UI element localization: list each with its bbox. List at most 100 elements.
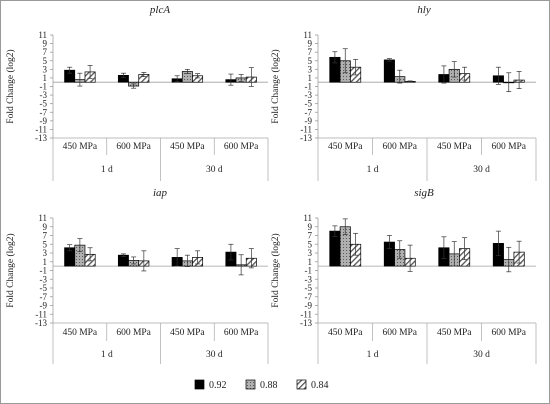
- y-tick-label: 7: [43, 47, 48, 57]
- error-bar: [495, 230, 501, 256]
- error-bar: [386, 58, 392, 62]
- x-tick-label: 600 MPa: [116, 328, 151, 338]
- panel-title: plcA: [149, 4, 170, 16]
- error-bar: [141, 71, 147, 77]
- group-label: 30 d: [206, 165, 223, 175]
- error-bar: [228, 73, 234, 86]
- bar-0-92: [383, 59, 395, 83]
- y-tick-label: -7: [305, 107, 313, 117]
- y-tick-label: 11: [303, 30, 312, 40]
- y-tick-label: 9: [308, 222, 313, 232]
- error-bar: [248, 248, 254, 269]
- error-bar: [174, 75, 180, 83]
- x-tick-label: 600 MPa: [224, 142, 259, 152]
- y-tick-label: 7: [308, 231, 313, 241]
- error-bar: [228, 243, 234, 261]
- group-label: 30 d: [473, 350, 490, 360]
- y-tick-label: 1: [43, 73, 48, 83]
- y-tick-label: 1: [43, 257, 48, 267]
- y-tick-label: -11: [300, 124, 312, 134]
- error-bar: [386, 235, 392, 249]
- y-tick-label: -13: [300, 318, 312, 328]
- error-bar: [495, 66, 501, 85]
- error-bar: [407, 244, 413, 272]
- error-bar: [451, 241, 457, 267]
- error-bar: [332, 51, 338, 64]
- y-tick-label: -5: [305, 99, 313, 109]
- x-tick-label: 450 MPa: [170, 328, 205, 338]
- error-bar: [342, 218, 348, 235]
- y-tick-label: 3: [308, 248, 313, 258]
- x-tick-label: 600 MPa: [491, 142, 526, 152]
- legend-label: 0.84: [311, 380, 329, 391]
- y-tick-label: -3: [40, 274, 48, 284]
- legend-swatch-0-84: [296, 379, 307, 390]
- error-bar: [397, 69, 403, 84]
- legend: 0.92 0.88 0.84: [194, 379, 329, 391]
- panel-title: hly: [417, 4, 431, 16]
- y-tick-label: -3: [305, 90, 313, 100]
- group-label: 1 d: [367, 350, 379, 360]
- error-bar: [462, 66, 468, 81]
- error-bar: [342, 48, 348, 74]
- y-tick-label: -1: [305, 82, 313, 92]
- y-axis-label: Fold Change (log2): [270, 49, 281, 123]
- error-bar: [451, 61, 457, 78]
- y-tick-label: -13: [300, 133, 312, 143]
- legend-swatch-0-88: [245, 379, 256, 390]
- y-tick-label: -9: [305, 116, 313, 126]
- y-tick-label: 1: [308, 257, 313, 267]
- error-bar: [141, 250, 147, 272]
- error-bar: [441, 65, 447, 84]
- error-bar: [506, 72, 512, 93]
- y-tick-label: 9: [43, 222, 48, 232]
- y-tick-label: -7: [40, 292, 48, 302]
- error-bar: [248, 67, 254, 87]
- y-tick-label: -9: [305, 301, 313, 311]
- y-tick-label: -7: [40, 107, 48, 117]
- error-bar: [174, 248, 180, 267]
- panel-title: sigB: [414, 187, 434, 199]
- error-bar: [120, 253, 126, 257]
- x-tick-label: 600 MPa: [382, 142, 417, 152]
- x-tick-label: 450 MPa: [328, 328, 363, 338]
- y-tick-label: -1: [40, 82, 48, 92]
- y-tick-label: -13: [35, 318, 47, 328]
- y-tick-label: 3: [43, 64, 48, 74]
- error-bar: [441, 236, 447, 260]
- y-tick-label: -9: [40, 116, 48, 126]
- y-tick-label: 7: [43, 231, 48, 241]
- legend-swatch-0-92: [194, 379, 205, 390]
- x-tick-label: 600 MPa: [224, 328, 259, 338]
- y-tick-label: -5: [40, 283, 48, 293]
- error-bar: [462, 237, 468, 260]
- y-tick-label: 5: [43, 239, 48, 249]
- y-tick-label: 7: [308, 47, 313, 57]
- y-tick-label: -11: [300, 309, 312, 319]
- x-tick-label: 450 MPa: [328, 142, 363, 152]
- error-bar: [184, 254, 190, 267]
- group-label: 1 d: [101, 350, 113, 360]
- group-label: 1 d: [101, 165, 113, 175]
- error-bar: [238, 254, 244, 276]
- y-axis-label: Fold Change (log2): [270, 233, 281, 307]
- group-label: 30 d: [206, 350, 223, 360]
- error-bar: [516, 71, 522, 89]
- y-tick-label: 3: [308, 64, 313, 74]
- y-tick-label: -7: [305, 292, 313, 302]
- group-label: 30 d: [473, 165, 490, 175]
- x-tick-label: 450 MPa: [437, 142, 472, 152]
- y-tick-label: -1: [305, 266, 313, 276]
- error-bar: [353, 59, 359, 76]
- error-bar: [67, 66, 73, 74]
- y-tick-label: -11: [35, 124, 47, 134]
- y-axis-label: Fold Change (log2): [5, 49, 16, 123]
- y-tick-label: -5: [305, 283, 313, 293]
- error-bar: [77, 238, 83, 253]
- y-tick-label: -11: [35, 309, 47, 319]
- y-tick-label: 11: [38, 213, 47, 223]
- x-tick-label: 600 MPa: [491, 328, 526, 338]
